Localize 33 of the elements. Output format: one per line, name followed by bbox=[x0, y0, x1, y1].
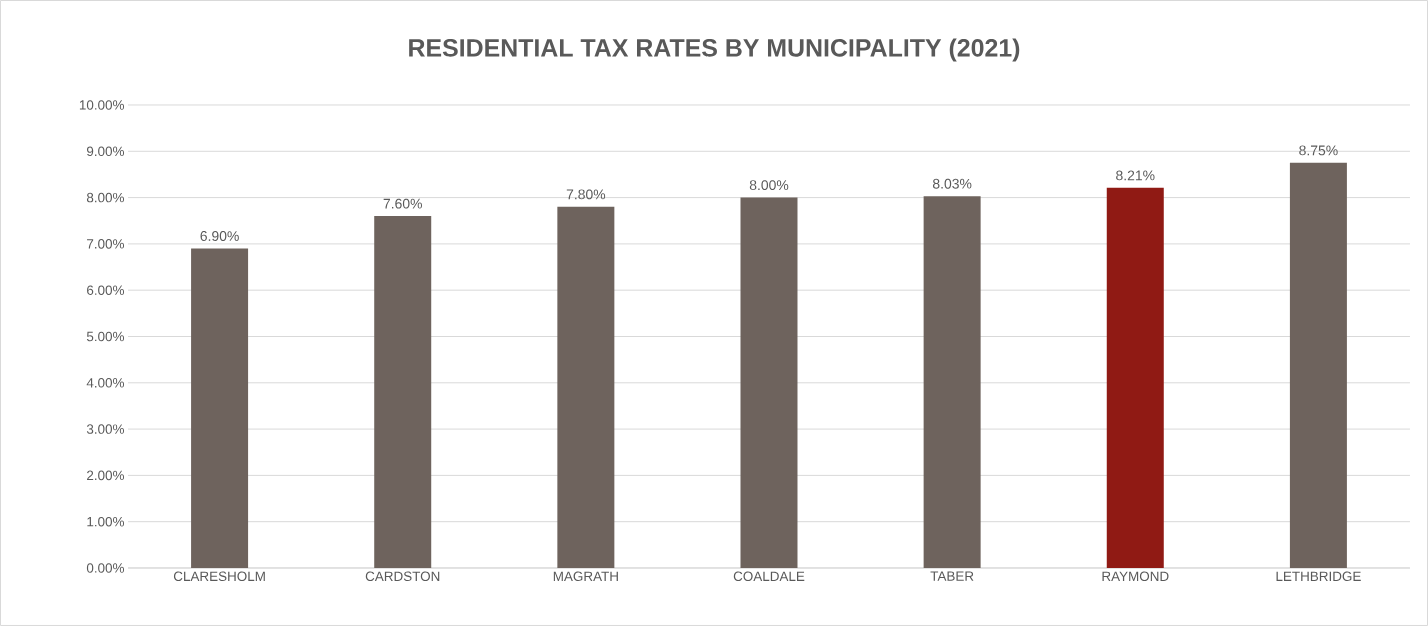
y-tick-label: 6.00% bbox=[87, 285, 125, 295]
y-tick-label: 7.00% bbox=[87, 239, 125, 249]
bar bbox=[740, 197, 798, 568]
chart-title: RESIDENTIAL TAX RATES BY MUNICIPALITY (2021) bbox=[409, 38, 1020, 62]
y-tick-label: 3.00% bbox=[86, 424, 125, 434]
bar bbox=[374, 216, 432, 568]
bar bbox=[557, 206, 615, 568]
y-tick-label: 0.00% bbox=[86, 563, 125, 573]
x-tick-label: CLARESHOLM bbox=[173, 571, 265, 582]
bar bbox=[191, 248, 249, 568]
y-tick-label: 5.00% bbox=[86, 331, 125, 342]
x-tick-label: COALDALE bbox=[733, 571, 805, 582]
y-tick-label: 4.00% bbox=[86, 378, 125, 388]
y-tick-label: 8.00% bbox=[86, 192, 125, 203]
x-tick-label: CARDSTON bbox=[365, 571, 440, 582]
data-label: 7.80% bbox=[566, 189, 606, 200]
x-tick-label: TABER bbox=[930, 571, 974, 581]
data-label: 7.60% bbox=[383, 198, 422, 209]
data-label: 8.00% bbox=[749, 180, 789, 191]
data-label: 8.03% bbox=[932, 178, 972, 189]
data-label: 8.21% bbox=[1116, 170, 1155, 181]
data-label: 8.75% bbox=[1299, 145, 1338, 156]
bar bbox=[923, 196, 981, 568]
x-tick-label: LETHBRIDGE bbox=[1276, 571, 1361, 582]
x-tick-label: RAYMOND bbox=[1102, 571, 1169, 582]
x-tick-label: MAGRATH bbox=[553, 571, 618, 582]
data-label: 6.90% bbox=[200, 231, 239, 241]
bar bbox=[1106, 187, 1164, 568]
y-tick-label: 10.00% bbox=[79, 100, 125, 110]
y-tick-label: 9.00% bbox=[86, 146, 125, 157]
y-tick-label: 2.00% bbox=[87, 470, 125, 481]
y-tick-label: 1.00% bbox=[87, 516, 125, 527]
bar bbox=[1289, 162, 1347, 568]
